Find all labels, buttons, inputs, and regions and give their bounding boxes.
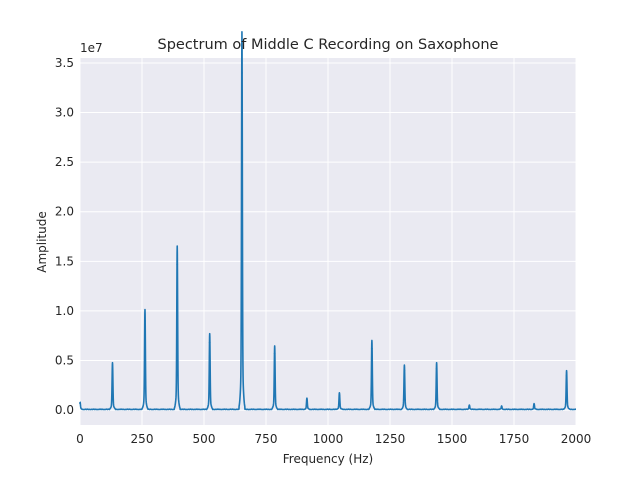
- spectrum-line: [79, 31, 577, 411]
- y-tick-label: 3.5: [55, 56, 74, 70]
- peak-point: [144, 319, 146, 322]
- peak-point: [111, 367, 114, 370]
- peak-point: [306, 399, 308, 402]
- y-tick-label: 1.5: [55, 254, 74, 268]
- y-tick-label: 0.0: [55, 403, 74, 417]
- peak-point: [565, 374, 568, 377]
- x-tick-label: 750: [255, 432, 278, 446]
- peak-point: [468, 405, 471, 408]
- series-line: [79, 31, 577, 411]
- y-tick-label: 3.0: [55, 106, 74, 120]
- x-tick-label: 1750: [499, 432, 530, 446]
- x-tick-label: 1500: [437, 432, 468, 446]
- y-tick-label: 1.0: [55, 304, 74, 318]
- peak-point: [370, 347, 373, 350]
- x-tick-label: 1250: [375, 432, 406, 446]
- peak-point: [273, 352, 276, 355]
- peak-point: [403, 369, 406, 372]
- x-tick-label: 1000: [313, 432, 344, 446]
- x-tick-label: 250: [131, 432, 154, 446]
- x-axis-label: Frequency (Hz): [283, 452, 374, 466]
- peak-point: [435, 367, 438, 370]
- y-axis-label: Amplitude: [35, 211, 49, 273]
- chart-title: Spectrum of Middle C Recording on Saxoph…: [158, 37, 499, 53]
- x-tick-labels: 0 250 500 750 1000 1250 1500 1750 2000: [76, 432, 591, 446]
- peak-point: [176, 263, 179, 266]
- peak-point: [79, 402, 81, 405]
- x-tick-label: 2000: [561, 432, 592, 446]
- peak-point: [208, 341, 211, 344]
- y-tick-label: 2.5: [55, 155, 74, 169]
- y-tick-labels: 0.0 0.5 1.0 1.5 2.0 2.5 3.0 3.5: [55, 56, 74, 417]
- peak-point: [533, 404, 535, 407]
- peak-point: [338, 394, 341, 397]
- x-tick-label: 500: [193, 432, 216, 446]
- x-tick-label: 0: [76, 432, 84, 446]
- peak-point: [500, 406, 503, 409]
- peak-point: [241, 71, 243, 74]
- y-tick-label: 2.0: [55, 205, 74, 219]
- y-tick-label: 0.5: [55, 354, 74, 368]
- y-scale-label: 1e7: [80, 41, 103, 55]
